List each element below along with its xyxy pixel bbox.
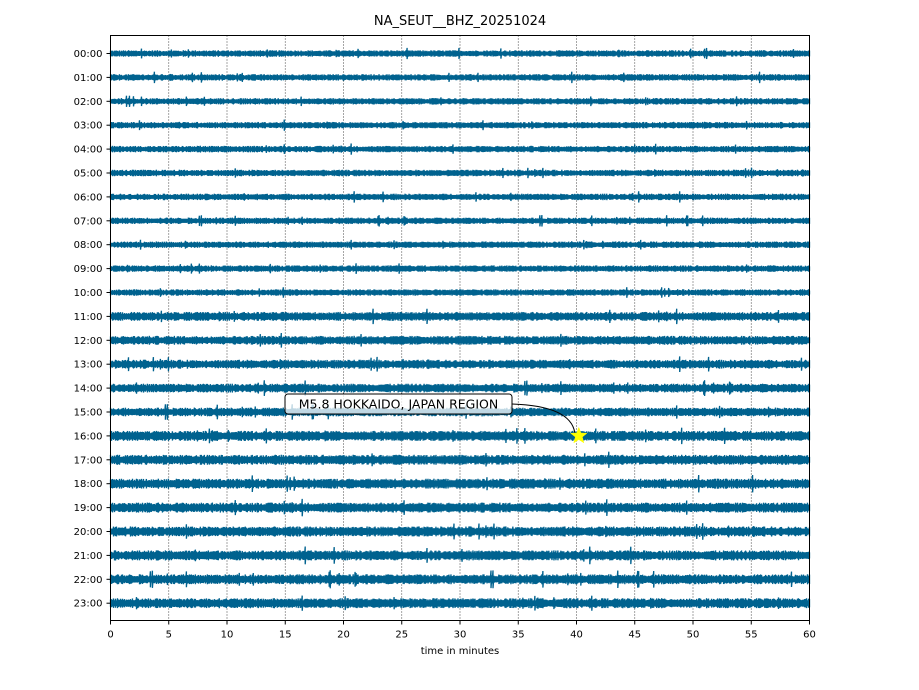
trace-0700 (109, 215, 811, 227)
x-tick-label: 15 (279, 630, 292, 641)
y-tick-label: 23:00 (74, 599, 103, 610)
trace-1000 (109, 287, 811, 298)
trace-1300 (109, 356, 811, 373)
annotation-box (284, 393, 513, 415)
annotation-arrow (511, 403, 576, 433)
y-tick-label: 08:00 (74, 240, 103, 251)
trace-0600 (109, 191, 811, 203)
plot-frame (110, 35, 810, 621)
x-tick-label: 25 (395, 630, 408, 641)
y-tick-label: 04:00 (74, 145, 103, 156)
x-tick-label: 60 (803, 630, 816, 641)
y-tick-label: 07:00 (74, 216, 103, 227)
x-tick-label: 5 (166, 630, 172, 641)
y-tick-label: 14:00 (74, 384, 103, 395)
trace-0100 (109, 71, 811, 84)
x-tick-label: 20 (337, 630, 350, 641)
trace-1800 (109, 474, 811, 493)
annotation-label: M5.8 HOKKAIDO, JAPAN REGION (299, 397, 498, 412)
x-tick-label: 55 (745, 630, 758, 641)
trace-0900 (109, 263, 811, 274)
y-tick-label: 21:00 (74, 551, 103, 562)
trace-1400 (109, 380, 811, 397)
trace-2000 (109, 523, 811, 540)
y-tick-label: 16:00 (74, 431, 103, 442)
event-star-marker (570, 426, 588, 444)
y-tick-label: 02:00 (74, 97, 103, 108)
trace-2200 (109, 570, 811, 589)
trace-0000 (109, 47, 811, 60)
y-tick-label: 12:00 (74, 336, 103, 347)
x-tick-label: 0 (107, 630, 113, 641)
trace-1700 (109, 451, 811, 468)
y-tick-label: 18:00 (74, 479, 103, 490)
x-tick-label: 45 (628, 630, 641, 641)
x-tick-label: 50 (687, 630, 700, 641)
trace-0400 (109, 143, 811, 155)
x-axis-label: time in minutes (421, 646, 500, 657)
y-tick-label: 20:00 (74, 527, 103, 538)
trace-1900 (109, 498, 811, 517)
y-tick-label: 05:00 (74, 169, 103, 180)
x-axis-ticks: 0 5 10 15 20 25 30 35 40 45 50 55 60 (107, 620, 816, 641)
seismic-traces (109, 47, 811, 611)
y-tick-label: 09:00 (74, 264, 103, 275)
trace-0300 (109, 119, 811, 131)
trace-2300 (109, 595, 811, 611)
x-tick-label: 35 (512, 630, 525, 641)
y-tick-label: 13:00 (74, 360, 103, 371)
trace-0500 (109, 167, 811, 179)
trace-0200 (109, 95, 811, 107)
y-tick-label: 19:00 (74, 503, 103, 514)
trace-2100 (109, 546, 811, 565)
x-tick-label: 30 (454, 630, 467, 641)
event-annotation: M5.8 HOKKAIDO, JAPAN REGION (284, 393, 588, 444)
x-tick-label: 10 (221, 630, 234, 641)
y-tick-label: 22:00 (74, 575, 103, 586)
trace-0800 (109, 239, 811, 250)
y-tick-label: 10:00 (74, 288, 103, 299)
y-tick-label: 15:00 (74, 408, 103, 419)
y-tick-label: 03:00 (74, 121, 103, 132)
trace-1100 (109, 308, 811, 325)
y-tick-label: 00:00 (74, 49, 103, 60)
y-tick-label: 06:00 (74, 192, 103, 203)
chart-title: NA_SEUT__BHZ_20251024 (374, 14, 546, 29)
y-tick-label: 11:00 (74, 312, 103, 323)
y-tick-label: 17:00 (74, 455, 103, 466)
trace-1600 (109, 427, 811, 445)
x-tick-label: 40 (570, 630, 583, 641)
y-tick-label: 01:00 (74, 73, 103, 84)
trace-1200 (109, 332, 811, 348)
y-axis-ticks: 00:00 01:00 02:00 03:00 04:00 05:00 06:00 07:00… (74, 49, 111, 610)
